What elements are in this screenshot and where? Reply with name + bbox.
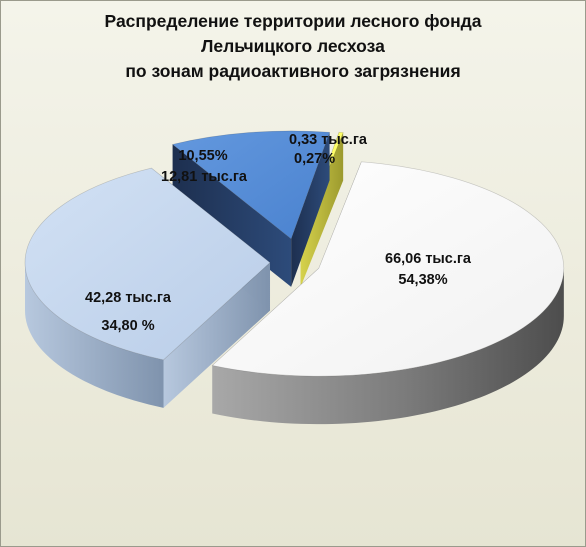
slice-yellow-wall-1 bbox=[300, 132, 344, 287]
slice-dark-blue-wall-0 bbox=[172, 144, 292, 287]
data-labels: 66,06 тыс.га 54,38% 42,28 тыс.га 34,80 % 12,… bbox=[85, 132, 472, 334]
slice-light-blue-wall-0 bbox=[163, 262, 271, 408]
chart-title-line-3: по зонам радиоактивного загрязнения bbox=[125, 61, 461, 81]
slice-white-side-0 bbox=[212, 268, 564, 425]
data-label-slice-dark-blue-area: 12,81 тыс.га bbox=[161, 169, 248, 185]
slice-dark-blue-wall-1 bbox=[291, 132, 330, 287]
pie-slices bbox=[24, 130, 565, 425]
data-label-slice-dark-blue-pct: 10,55% bbox=[178, 148, 227, 164]
chart-title-line-2: Лельчицкого лесхоза bbox=[201, 36, 385, 56]
data-label-slice-light-blue-area: 42,28 тыс.га bbox=[85, 290, 172, 306]
data-label-slice-yellow-area: 0,33 тыс.га bbox=[289, 132, 368, 148]
slice-light-blue-side-0 bbox=[25, 262, 164, 408]
chart-title: Распределение территории лесного фонда Л… bbox=[0, 9, 586, 84]
slice-light-blue-top bbox=[24, 167, 271, 361]
data-label-slice-light-blue-pct: 34,80 % bbox=[101, 318, 154, 334]
data-label-slice-white-pct: 54,38% bbox=[398, 272, 447, 288]
slice-white-top bbox=[211, 161, 565, 377]
data-label-slice-white-area: 66,06 тыс.га bbox=[385, 251, 472, 267]
data-label-slice-yellow-pct: 0,27% bbox=[294, 151, 335, 167]
chart-title-line-1: Распределение территории лесного фонда bbox=[104, 11, 482, 31]
slice-dark-blue-top bbox=[171, 130, 330, 240]
